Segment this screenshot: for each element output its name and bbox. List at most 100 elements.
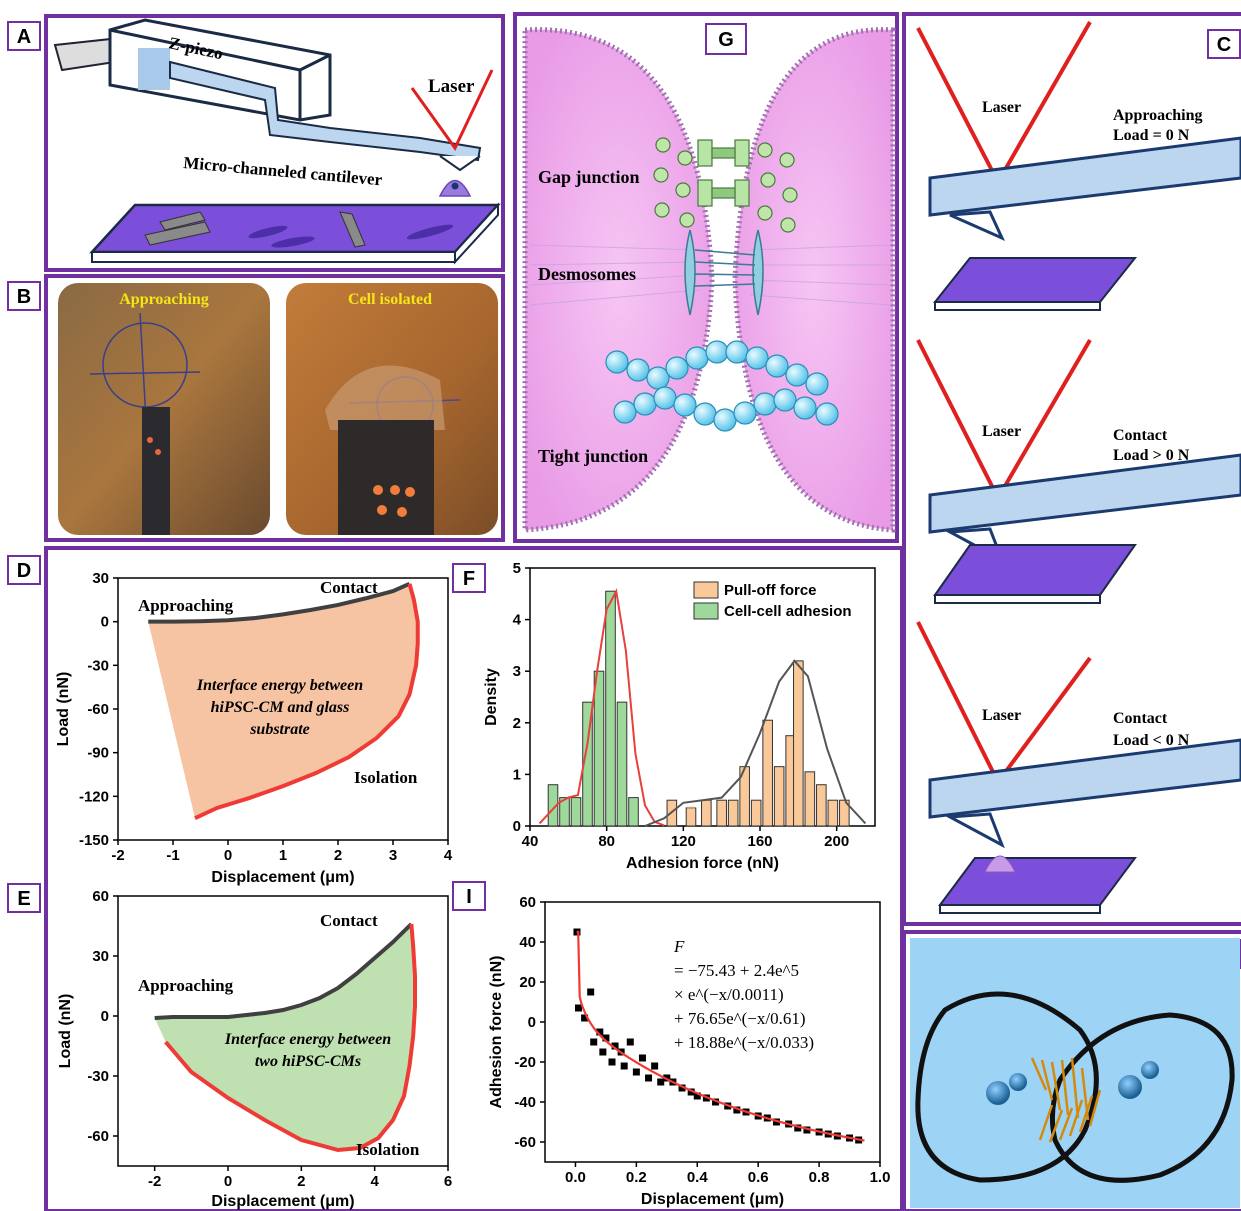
y-tick-label: 60 (92, 888, 109, 905)
legend-swatch (693, 581, 719, 599)
y-tick-label: -120 (79, 788, 109, 805)
data-point (620, 1062, 628, 1070)
chart-f: 40 80 120 160 200 0 1 2 3 4 5 Adhesion force (nN) De… (483, 560, 876, 872)
y-tick-label: 0 (513, 818, 521, 835)
cantilever-tip (439, 155, 481, 172)
panel-letter-b: B (17, 286, 31, 308)
label-state3-line1: Contact (1113, 710, 1168, 727)
data-point (608, 1058, 616, 1066)
legend-label: Cell-cell adhesion (724, 603, 852, 620)
x-tick-label: -2 (148, 1173, 161, 1190)
annot-area-line: Interface energy between (224, 1031, 391, 1048)
approach-curve (148, 581, 411, 624)
label-state2-line1: Contact (1113, 427, 1168, 444)
desmosome-plaques (684, 229, 764, 316)
panel-letter-e: E (17, 888, 30, 910)
label-approaching-photo: Approaching (119, 291, 209, 308)
data-point (599, 1048, 607, 1056)
panel-letter-i: I (466, 886, 472, 908)
y-tick-label: -90 (87, 745, 109, 762)
pull-off-bar (793, 660, 804, 827)
label-state1-line2: Load = 0 N (1113, 127, 1190, 144)
label-laser-c3: Laser (982, 707, 1021, 724)
panel-g-junctions: Gap junction Desmosomes Tight junction (522, 27, 896, 533)
data-point (575, 1004, 582, 1012)
label-state3-line2: Load < 0 N (1113, 732, 1190, 749)
equation-line: + 76.65e^(−x/0.61) (674, 1009, 806, 1028)
y-axis-label: Adhesion force (nN) (488, 956, 505, 1109)
x-tick-label: 160 (747, 833, 772, 850)
y-tick-label: -60 (87, 1128, 109, 1145)
x-tick-label: 2 (334, 847, 342, 864)
y-axis-label: Load (nN) (55, 672, 72, 747)
cell-adhesion-bar (616, 701, 628, 827)
x-tick-label: 2 (297, 1173, 305, 1190)
x-tick-label: -1 (166, 847, 179, 864)
plot-frame (117, 895, 449, 1167)
cell-adhesion-bar (547, 784, 559, 827)
equation-line: + 18.88e^(−x/0.033) (674, 1033, 814, 1052)
isolation-curve (194, 583, 420, 820)
data-point (611, 1042, 619, 1050)
x-axis-label: Displacement (μm) (211, 1193, 354, 1210)
annot-isolation: Isolation (356, 1140, 420, 1159)
cell-adhesion-bar (593, 670, 605, 827)
approach-curve (154, 922, 413, 1020)
annot-area-line: substrate (249, 721, 310, 738)
x-tick-label: -2 (111, 847, 124, 864)
pull-off-bar (773, 766, 785, 827)
y-tick-label: 0 (528, 1014, 536, 1031)
interface-energy-area (148, 583, 418, 819)
x-axis-label: Displacement (μm) (211, 869, 354, 886)
pull-off-bar (816, 784, 827, 827)
legend-box (692, 578, 868, 620)
x-axis-label: Displacement (μm) (641, 1191, 784, 1208)
pull-off-fit (644, 659, 867, 827)
annot-area-line: two hiPSC-CMs (255, 1053, 361, 1070)
x-axis-label: Adhesion force (nN) (626, 855, 779, 872)
data-point (803, 1126, 811, 1134)
x-tick-label: 0.2 (626, 1169, 647, 1186)
fit-curve (576, 930, 865, 1142)
x-tick-label: 3 (389, 847, 397, 864)
data-point (590, 1038, 598, 1046)
data-point (678, 1084, 686, 1092)
panel-letter-c: C (1217, 34, 1231, 56)
annot-contact: Contact (320, 911, 378, 930)
label-desmosomes: Desmosomes (538, 264, 636, 284)
data-point (587, 988, 595, 996)
y-tick-label: -60 (514, 1134, 536, 1151)
x-tick-label: 120 (671, 833, 696, 850)
chart-f-axes: 40 80 120 160 200 0 1 2 3 4 5 Adhesion force (nN) De… (483, 560, 876, 872)
data-point (581, 1014, 589, 1022)
y-tick-label: 4 (513, 612, 522, 629)
equation-line: × e^(−x/0.0011) (674, 985, 784, 1004)
chart-d-marks (148, 581, 420, 820)
y-tick-label: -30 (87, 1068, 109, 1085)
pull-off-bar (762, 719, 773, 827)
annot-isolation: Isolation (354, 768, 418, 787)
annot-approaching: Approaching (138, 976, 234, 995)
pull-off-bar (804, 771, 816, 827)
x-tick-label: 0 (224, 1173, 232, 1190)
laser-beam (410, 69, 494, 151)
plot-frame (544, 901, 881, 1163)
x-tick-label: 200 (824, 833, 849, 850)
label-laser-c2: Laser (982, 423, 1021, 440)
chart-i-axes: 0.0 0.2 0.4 0.6 0.8 1.0 60 40 20 0 -20 -40 -60 Displa… (488, 894, 890, 1208)
y-tick-label: 0 (101, 614, 109, 631)
cantilever-channel (169, 60, 482, 162)
data-point (712, 1098, 720, 1106)
x-tick-label: 0.0 (565, 1169, 586, 1186)
data-point (733, 1106, 741, 1114)
y-tick-label: 20 (519, 974, 536, 991)
data-point (651, 1062, 659, 1070)
x-tick-label: 4 (444, 847, 453, 864)
y-tick-label: 2 (513, 715, 521, 732)
legend-swatch (693, 602, 719, 620)
tight-junction-beads (605, 340, 839, 432)
panel-h-cells (910, 938, 1240, 1208)
label-laser-a: Laser (428, 76, 475, 97)
y-axis-label: Load (nN) (57, 994, 74, 1069)
